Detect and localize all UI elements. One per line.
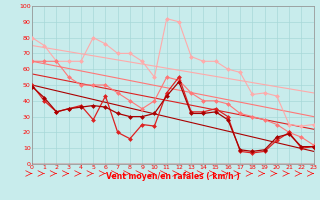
X-axis label: Vent moyen/en rafales ( km/h ): Vent moyen/en rafales ( km/h ): [106, 172, 240, 181]
